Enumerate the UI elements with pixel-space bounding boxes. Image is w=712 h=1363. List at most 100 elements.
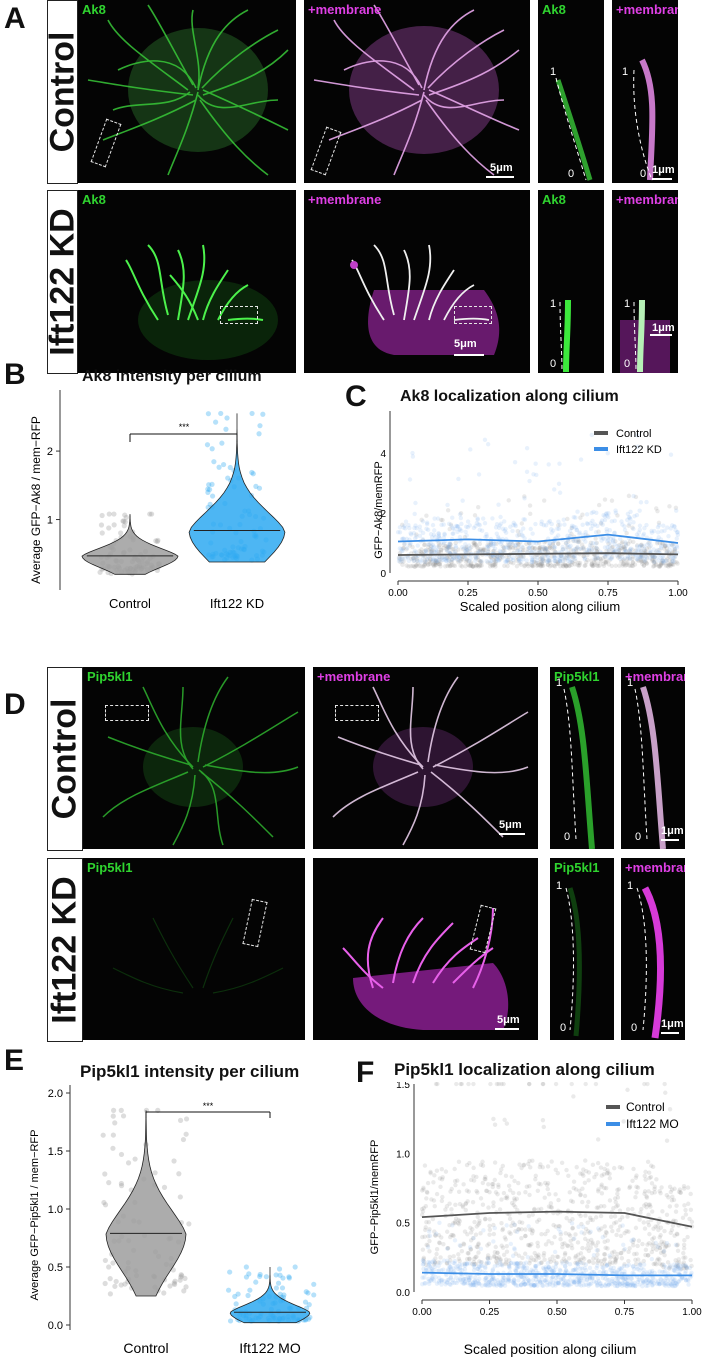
data-point: [502, 528, 507, 534]
data-point: [621, 1248, 626, 1253]
data-point: [538, 564, 543, 569]
data-point: [225, 475, 231, 481]
data-point: [421, 1255, 427, 1261]
trend-line: [397, 552, 679, 556]
data-point: [580, 1199, 585, 1205]
data-point: [504, 1249, 510, 1254]
data-point: [620, 1280, 625, 1286]
data-point: [260, 411, 266, 417]
data-point: [511, 1278, 517, 1284]
scale-bar: [495, 1028, 519, 1030]
data-point: [639, 554, 645, 559]
data-point: [456, 1159, 462, 1164]
data-point: [398, 557, 404, 562]
data-point: [412, 558, 417, 563]
data-point: [586, 1259, 592, 1264]
data-point: [666, 1243, 672, 1248]
data-point: [110, 1132, 116, 1138]
data-point: [533, 1265, 538, 1270]
data-point: [505, 563, 510, 569]
data-point: [676, 1278, 682, 1284]
data-point: [508, 1261, 513, 1266]
data-point: [616, 1275, 622, 1281]
data-point: [463, 1279, 468, 1284]
data-point: [595, 1160, 601, 1166]
data-point: [553, 1261, 559, 1267]
data-point: [459, 1082, 465, 1087]
data-point: [647, 555, 653, 561]
data-point: [514, 554, 520, 559]
data-point: [616, 1280, 621, 1286]
data-point: [649, 1190, 655, 1196]
data-point: [641, 563, 647, 568]
data-point: [513, 523, 518, 529]
condition-label-kd-d: Ift122 KD: [46, 858, 84, 1042]
data-point: [506, 1275, 511, 1281]
data-point: [473, 1232, 479, 1237]
data-point: [591, 1253, 597, 1258]
data-point: [307, 1314, 313, 1320]
data-point: [122, 1281, 128, 1287]
data-point: [478, 548, 483, 553]
data-point: [613, 548, 618, 553]
data-point: [490, 542, 496, 547]
data-point: [551, 563, 557, 568]
data-point: [468, 1247, 473, 1252]
data-point: [263, 1274, 269, 1280]
data-point: [660, 558, 665, 563]
data-point: [436, 1280, 442, 1285]
data-point: [506, 1279, 511, 1284]
data-point: [603, 511, 609, 517]
data-point: [461, 554, 467, 560]
data-point: [610, 547, 616, 553]
data-point: [605, 1246, 610, 1251]
data-point: [615, 1187, 620, 1193]
data-point: [443, 543, 449, 549]
data-point: [429, 549, 434, 554]
data-point: [408, 541, 413, 546]
data-point: [485, 1283, 490, 1288]
data-point: [622, 556, 628, 561]
data-point: [564, 1259, 569, 1265]
data-point: [488, 1255, 493, 1261]
data-point: [438, 1278, 444, 1283]
data-point: [494, 1281, 499, 1287]
data-point: [520, 549, 525, 555]
data-point: [594, 1256, 599, 1261]
data-point: [522, 496, 527, 501]
data-point: [565, 543, 570, 548]
data-point: [516, 1278, 521, 1283]
data-point: [572, 556, 578, 561]
data-point: [546, 557, 551, 563]
data-point: [684, 1264, 689, 1270]
data-point: [425, 1243, 430, 1248]
data-point: [533, 1258, 538, 1263]
data-point: [466, 1277, 472, 1283]
data-point: [423, 549, 429, 554]
data-point: [649, 1249, 655, 1255]
data-point: [607, 1198, 613, 1203]
data-point: [630, 1206, 635, 1212]
data-point: [671, 1197, 677, 1203]
data-point: [516, 1227, 522, 1232]
data-point: [674, 545, 680, 550]
data-point: [564, 1282, 570, 1287]
data-point: [667, 504, 672, 509]
data-point: [613, 1199, 618, 1205]
data-point: [98, 522, 105, 528]
data-point: [635, 556, 640, 562]
data-point: [563, 563, 568, 568]
data-point: [418, 559, 424, 564]
data-point: [558, 1236, 563, 1242]
data-point: [432, 1173, 437, 1178]
data-point: [575, 1261, 580, 1266]
data-point: [646, 1280, 651, 1285]
data-point: [441, 1241, 446, 1247]
base-label: 0: [564, 831, 571, 843]
data-point: [539, 521, 544, 527]
data-point: [434, 562, 439, 567]
data-point: [523, 1189, 528, 1195]
data-point: [542, 1257, 547, 1262]
data-point: [616, 547, 622, 553]
data-point: [645, 1283, 651, 1288]
